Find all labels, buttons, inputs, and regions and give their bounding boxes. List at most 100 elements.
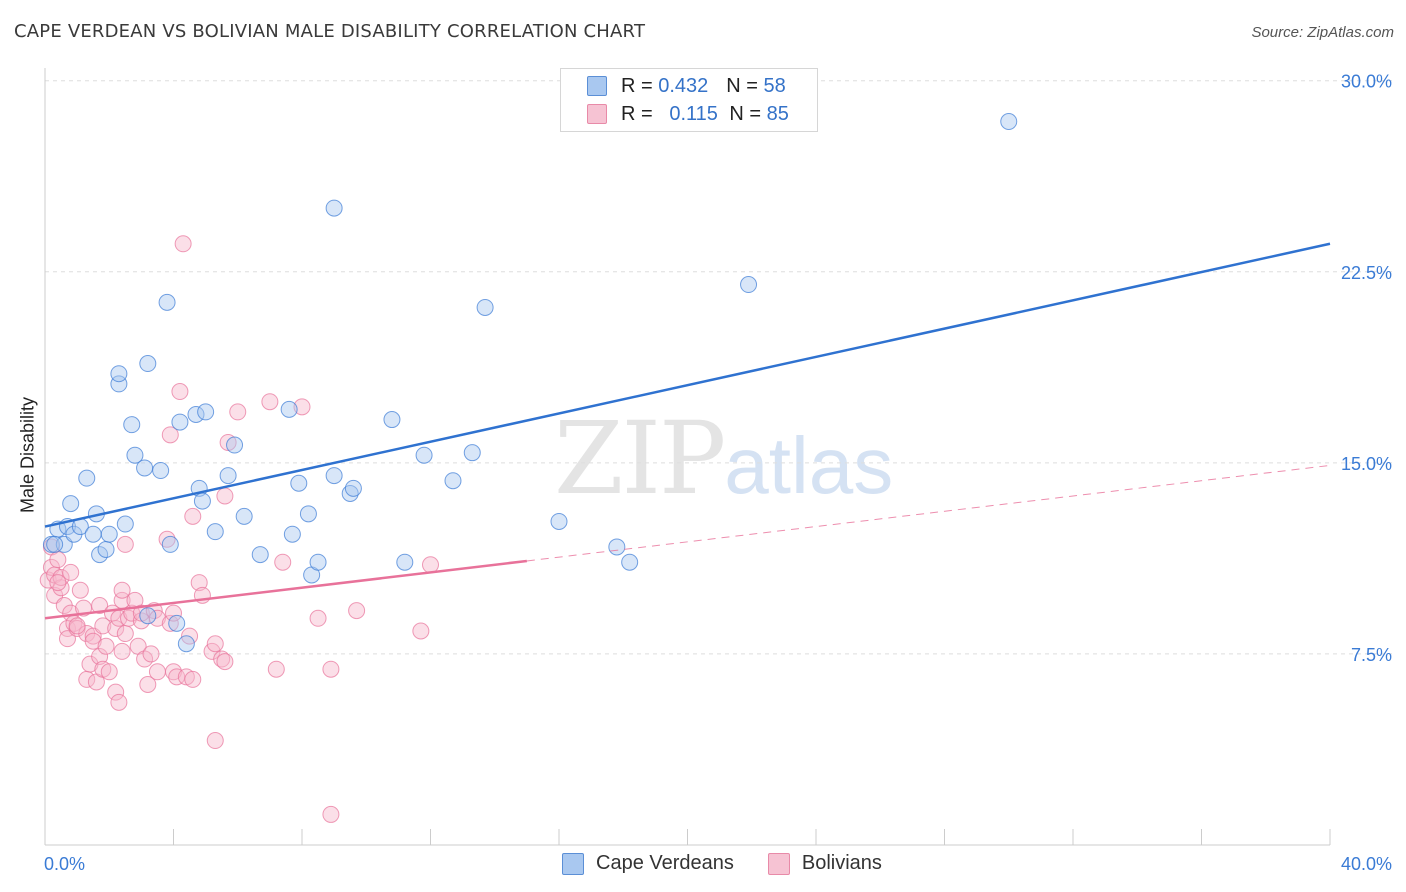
bolivian-point [174,235,192,253]
cape-verdean-point [740,276,758,294]
cape-verdean-point [110,365,128,383]
cape-verdean-point [84,525,102,543]
bolivian-point [161,614,179,632]
bolivian-point [165,604,182,622]
cape-verdean-point [396,553,414,571]
bolivian-point [158,530,176,548]
bolivian-point [113,581,131,599]
bolivian-point [84,632,102,650]
cape-verdean-point [280,400,298,418]
legend-r-label: R = [621,74,653,97]
cape-verdean-point [226,436,244,454]
series-legend: Cape Verdeans Bolivians [562,852,916,875]
legend-n-label: N = [729,102,762,125]
bolivian-point [97,637,115,655]
trend-lines [44,242,1331,620]
bolivian-point [148,609,166,627]
bolivian-point [52,569,70,587]
bolivian-point [142,645,160,663]
cape-verdean-point [136,459,154,477]
y-tick-label: 15.0% [1341,454,1392,474]
legend-swatch-pink [767,852,790,875]
cape-verdean-point [621,553,639,571]
legend-n-value: 58 [763,74,786,97]
y-tick-label: 7.5% [1351,645,1392,665]
y-tick-label: 30.0% [1341,72,1392,92]
cape-verdean-point [177,635,195,653]
cape-verdean-point [46,535,64,553]
cape-verdean-point [1000,112,1018,130]
bolivian-point [206,635,224,653]
cape-verdean-point [463,444,481,462]
axes [44,68,1331,846]
cape-verdean-point [116,515,134,533]
bolivian-point [190,574,208,592]
bolivian-point [216,487,234,505]
bolivian-point [116,625,134,643]
cape-verdean-point [608,538,626,556]
bolivian-point [422,556,439,574]
bolivian-point [52,579,70,597]
correlation-legend: R = 0.432 N = 58 R = 0.115 N = 85 [560,68,818,132]
y-axis-label: Male Disability [17,396,38,514]
bolivian-point [49,551,67,569]
bolivian-point [171,383,189,401]
legend-item-bolivians: Bolivians [767,852,882,875]
bolivian-point [184,670,202,688]
bolivian-point [229,403,247,421]
cape-verdean-point [206,523,224,541]
cape-verdean-point [158,293,176,311]
cape-verdean-point [197,403,215,421]
cape-verdean-point [110,375,128,393]
watermark-zip: ZIP [554,400,726,517]
chart-title: CAPE VERDEAN VS BOLIVIAN MALE DISABILITY… [14,21,646,42]
source-credit: Source: ZipAtlas.com [1251,24,1394,41]
bolivian-point [107,619,125,637]
cape-verdean-point [193,492,211,510]
bolivian-point [161,426,179,444]
legend-row-bolivians: R = 0.115 N = 85 [587,101,789,127]
legend-swatch-pink [587,104,607,124]
bolivian-point [184,507,202,525]
legend-n-value: 85 [766,102,789,125]
cape-verdean-point [444,472,462,490]
bolivian-point [322,805,340,823]
bolivian-point [62,563,80,581]
data-points [39,112,1018,823]
cape-verdean-point [126,446,144,464]
bolivian-point [91,647,109,665]
cape-verdean-point [290,474,308,492]
cape-verdean-point [235,507,253,525]
y-tick-label: 22.5% [1341,263,1392,283]
watermark-atlas: atlas [724,421,894,510]
cape-verdean-point [550,512,568,530]
bolivian-point [148,663,166,681]
cape-verdean-point [325,467,343,485]
cape-verdean-point [415,446,433,464]
bolivian-point [120,609,138,627]
bolivian-trend-line-extension [526,464,1331,562]
cape-verdean-point [299,505,317,523]
cape-verdean-point [139,355,157,373]
legend-r-value: 0.115 [669,102,718,125]
bolivian-point [293,398,311,416]
bolivian-point [322,660,340,678]
cape-verdean-point [309,553,327,571]
cape-verdean-point [139,607,157,625]
bolivian-point [71,581,89,599]
bolivian-point [309,609,327,627]
legend-r-value: 0.432 [658,74,709,97]
cape-verdean-point [152,462,170,480]
cape-verdean-point [383,411,401,429]
bolivian-point [110,693,128,711]
bolivian-point [216,653,234,671]
cape-verdean-point [251,546,269,564]
bolivian-point [213,650,231,668]
legend-item-cape-verdeans: Cape Verdeans [562,852,734,875]
legend-label: Cape Verdeans [596,852,734,874]
x-tick-label: 40.0% [1341,854,1392,874]
legend-swatch-blue [587,76,607,96]
legend-swatch-blue [562,852,584,875]
cape-verdean-point [283,525,301,543]
cape-verdean-point [168,614,186,632]
